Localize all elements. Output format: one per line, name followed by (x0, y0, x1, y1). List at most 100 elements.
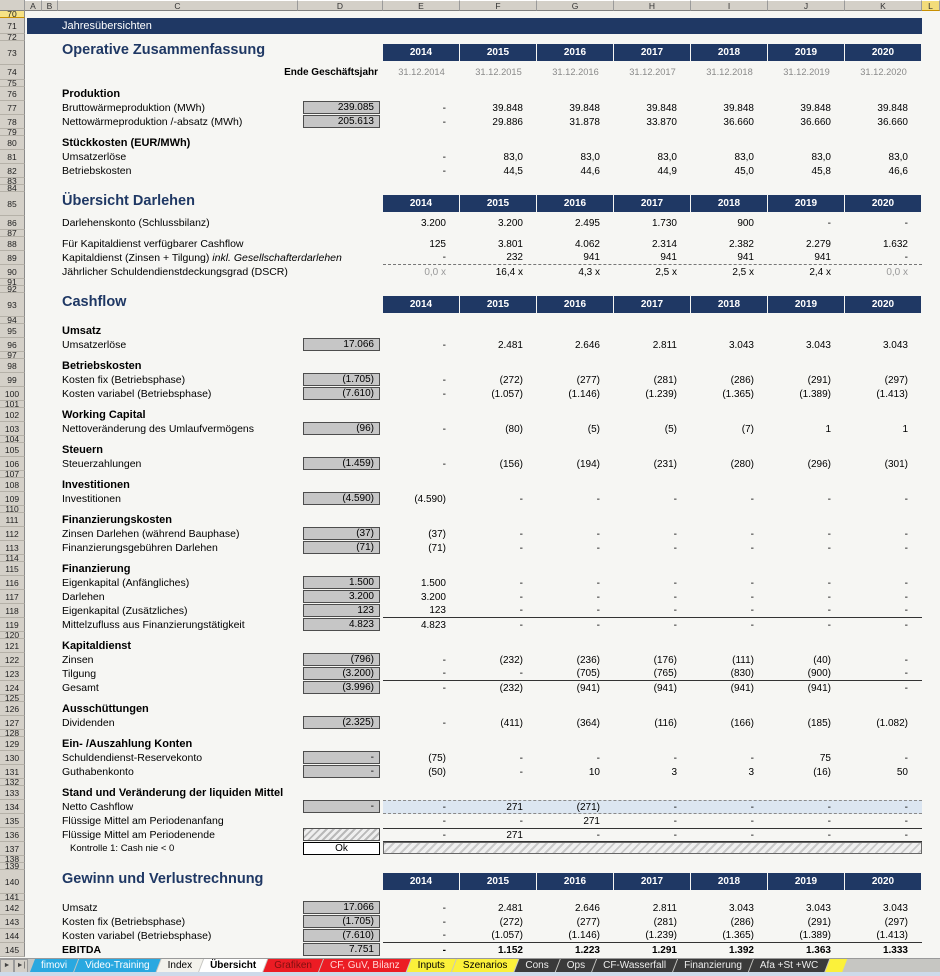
fiscal-year-end-date[interactable]: 31.12.2015 (475, 67, 522, 77)
value-cell[interactable]: - (596, 577, 600, 589)
value-cell[interactable]: 39.848 (723, 102, 754, 114)
value-cell[interactable]: (941) (807, 682, 831, 694)
value-cell[interactable]: 4.062 (574, 238, 600, 250)
value-cell[interactable]: (80) (505, 423, 523, 435)
year-header-cell[interactable]: 2018 (691, 873, 767, 890)
value-cell[interactable]: - (673, 605, 677, 616)
value-cell[interactable]: (272) (499, 374, 523, 386)
row-header-80[interactable]: 80 (0, 136, 25, 150)
row-label[interactable]: Eigenkapital (Anfängliches) (62, 577, 190, 589)
value-cell[interactable]: (364) (576, 717, 600, 729)
fiscal-year-end-date[interactable]: 31.12.2020 (860, 67, 907, 77)
value-cell[interactable]: - (904, 252, 908, 263)
value-cell[interactable]: 3.200 (420, 591, 446, 603)
row-header-122[interactable]: 122 (0, 653, 25, 667)
value-cell[interactable]: 2.646 (574, 339, 600, 351)
row-header-79[interactable]: 79 (0, 129, 25, 136)
value-cell[interactable]: 83,0 (580, 151, 600, 163)
value-cell[interactable]: (16) (813, 766, 831, 778)
column-header-D[interactable]: D (298, 0, 383, 11)
tab-nav-last-button[interactable]: ►| (14, 959, 28, 972)
value-cell[interactable]: 1.223 (574, 944, 600, 956)
row-header-115[interactable]: 115 (0, 562, 25, 576)
value-cell[interactable]: - (442, 458, 446, 470)
value-cell[interactable]: (1.413) (876, 388, 908, 400)
row-header-99[interactable]: 99 (0, 373, 25, 387)
value-cell[interactable]: 900 (737, 217, 754, 229)
value-cell[interactable]: 39.848 (569, 102, 600, 114)
value-cell[interactable]: - (673, 830, 677, 841)
row-header-137[interactable]: 137 (0, 842, 25, 856)
input-cell[interactable]: (96) (303, 422, 380, 435)
row-header-126[interactable]: 126 (0, 702, 25, 716)
value-cell[interactable]: - (673, 591, 677, 603)
row-header-85[interactable]: 85 (0, 192, 25, 216)
row-header-142[interactable]: 142 (0, 901, 25, 915)
value-cell[interactable]: 941 (814, 252, 831, 263)
value-cell[interactable]: (291) (807, 916, 831, 928)
year-header-cell[interactable]: 2014 (383, 296, 459, 313)
row-label[interactable]: Guthabenkonto (62, 766, 134, 778)
value-cell[interactable]: - (442, 165, 446, 177)
value-cell[interactable]: - (596, 830, 600, 841)
year-header-cell[interactable]: 2018 (691, 195, 767, 212)
row-label[interactable]: Darlehen (62, 591, 105, 603)
value-cell[interactable]: - (827, 528, 831, 540)
value-cell[interactable]: 125 (429, 238, 446, 250)
column-header-J[interactable]: J (768, 0, 845, 11)
section-banner[interactable]: Jahresübersichten (27, 18, 922, 34)
select-all-corner[interactable] (0, 0, 25, 11)
value-cell[interactable]: 3.043 (805, 339, 831, 351)
sheet-tab-edge[interactable] (825, 959, 847, 972)
value-cell[interactable]: - (750, 577, 754, 589)
subsection-title[interactable]: Stückkosten (EUR/MWh) (62, 137, 191, 149)
row-header-113[interactable]: 113 (0, 541, 25, 555)
value-cell[interactable]: - (750, 830, 754, 841)
value-cell[interactable]: - (442, 944, 446, 956)
value-cell[interactable]: (1.239) (645, 388, 677, 400)
value-cell[interactable]: - (827, 217, 831, 229)
value-cell[interactable]: - (750, 815, 754, 827)
value-cell[interactable]: - (904, 591, 908, 603)
row-label[interactable]: Finanzierungsgebühren Darlehen (62, 542, 218, 554)
row-header-118[interactable]: 118 (0, 604, 25, 618)
value-cell[interactable]: (1.389) (799, 930, 831, 941)
value-cell[interactable]: - (904, 605, 908, 616)
value-cell[interactable]: 44,9 (657, 165, 677, 177)
subsection-title[interactable]: Stand und Veränderung der liquiden Mitte… (62, 787, 284, 799)
row-header-104[interactable]: 104 (0, 436, 25, 443)
hatched-input-cell[interactable] (303, 828, 380, 841)
sheet-tab-cons[interactable]: Cons (514, 959, 559, 972)
fiscal-year-end-date[interactable]: 31.12.2016 (552, 67, 599, 77)
row-header-132[interactable]: 132 (0, 779, 25, 786)
value-cell[interactable]: - (827, 815, 831, 827)
value-cell[interactable]: - (442, 830, 446, 841)
value-cell[interactable]: - (596, 528, 600, 540)
value-cell[interactable]: (765) (653, 668, 677, 679)
value-cell[interactable]: (185) (807, 717, 831, 729)
year-header-cell[interactable]: 2018 (691, 44, 767, 61)
sheet-tab-übersicht[interactable]: Übersicht (199, 959, 267, 972)
year-header-cell[interactable]: 2017 (614, 873, 690, 890)
input-cell[interactable]: 4.823 (303, 618, 380, 631)
control-label[interactable]: Kontrolle 1: Cash nie < 0 (70, 843, 175, 854)
value-cell[interactable]: 3.200 (497, 217, 523, 229)
value-cell[interactable]: (291) (807, 374, 831, 386)
value-cell[interactable]: - (827, 577, 831, 589)
value-cell[interactable]: - (442, 151, 446, 163)
value-cell[interactable]: 2,5 x (732, 266, 754, 278)
column-header-L[interactable]: L (922, 0, 940, 11)
value-cell[interactable]: - (442, 374, 446, 386)
value-cell[interactable]: - (904, 577, 908, 589)
value-cell[interactable]: - (750, 802, 754, 813)
value-cell[interactable]: 2.382 (728, 238, 754, 250)
year-header-cell[interactable]: 2019 (768, 296, 844, 313)
year-header-cell[interactable]: 2019 (768, 44, 844, 61)
value-cell[interactable]: 44,5 (503, 165, 523, 177)
value-cell[interactable]: 31.878 (569, 116, 600, 128)
value-cell[interactable]: 45,0 (734, 165, 754, 177)
value-cell[interactable]: 83,0 (888, 151, 908, 163)
value-cell[interactable]: - (442, 682, 446, 694)
value-cell[interactable]: (1.365) (722, 388, 754, 400)
fiscal-year-end-date[interactable]: 31.12.2019 (783, 67, 830, 77)
